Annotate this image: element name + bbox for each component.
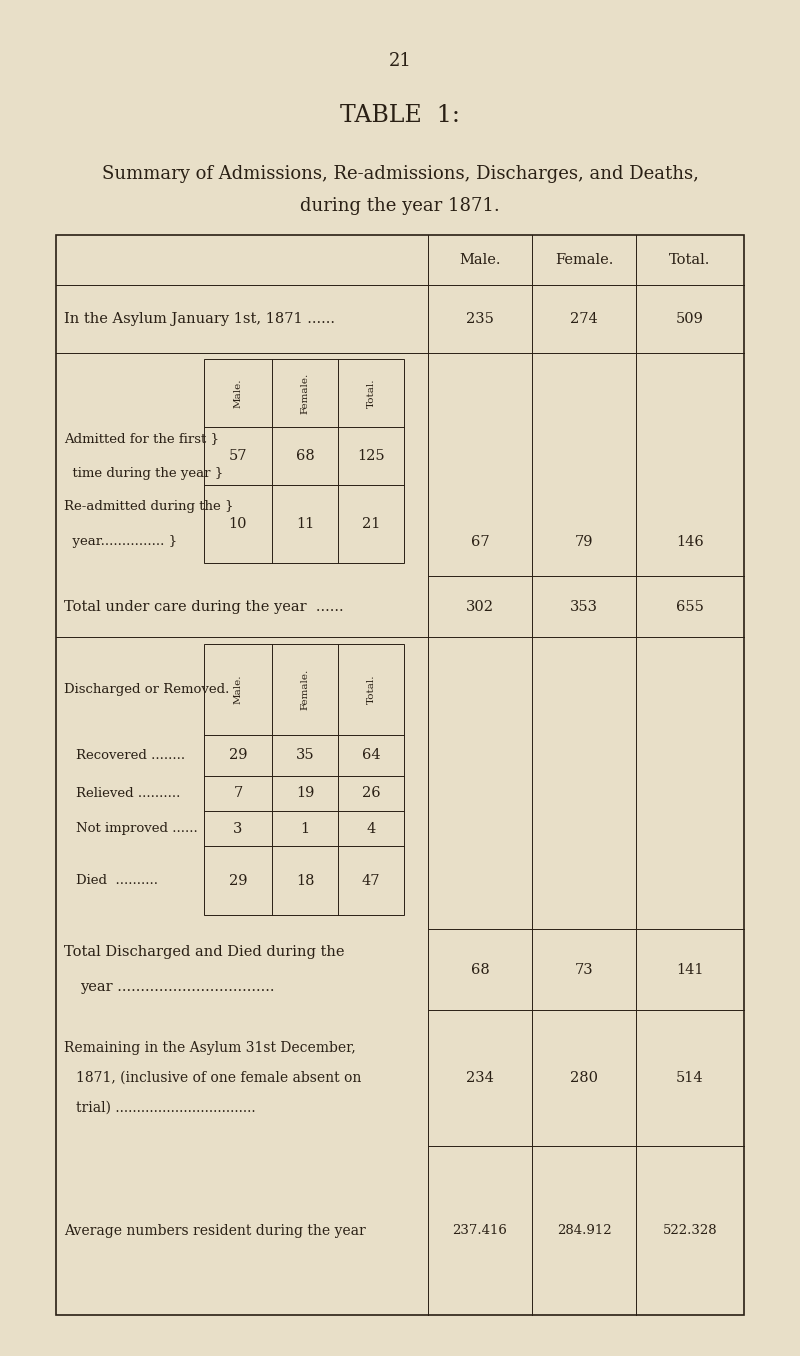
Text: during the year 1871.: during the year 1871.	[300, 197, 500, 216]
Bar	[56, 235, 744, 1315]
Text: 7: 7	[234, 786, 242, 800]
Text: 141: 141	[676, 963, 704, 976]
Text: 57: 57	[229, 449, 247, 464]
Text: TABLE  1:: TABLE 1:	[340, 104, 460, 126]
Text: 3: 3	[234, 822, 242, 835]
Text: Not improved ......: Not improved ......	[76, 822, 198, 835]
Text: 509: 509	[676, 312, 704, 325]
Text: 67: 67	[470, 536, 490, 549]
Text: Total Discharged and Died during the: Total Discharged and Died during the	[64, 945, 345, 959]
Text: 514: 514	[676, 1071, 704, 1085]
Text: Female.: Female.	[555, 252, 613, 267]
Text: 11: 11	[296, 517, 314, 532]
Text: Discharged or Removed.: Discharged or Removed.	[64, 683, 230, 696]
Text: Summary of Admissions, Re-admissions, Discharges, and Deaths,: Summary of Admissions, Re-admissions, Di…	[102, 164, 698, 183]
Text: Total.: Total.	[670, 252, 710, 267]
Bar	[204, 644, 404, 915]
Text: 655: 655	[676, 599, 704, 614]
Text: 10: 10	[229, 517, 247, 532]
Text: 29: 29	[229, 749, 247, 762]
Text: 68: 68	[296, 449, 314, 464]
Text: 280: 280	[570, 1071, 598, 1085]
Text: Male.: Male.	[234, 675, 242, 704]
Text: In the Asylum January 1st, 1871 ......: In the Asylum January 1st, 1871 ......	[64, 312, 335, 325]
Text: 47: 47	[362, 873, 381, 888]
Text: 1: 1	[301, 822, 310, 835]
Text: year............... }: year............... }	[64, 536, 177, 548]
Text: 146: 146	[676, 536, 704, 549]
Text: 21: 21	[362, 517, 380, 532]
Text: 64: 64	[362, 749, 381, 762]
Text: 26: 26	[362, 786, 381, 800]
Text: 302: 302	[466, 599, 494, 614]
Text: 234: 234	[466, 1071, 494, 1085]
Text: 35: 35	[296, 749, 314, 762]
Text: Relieved ..........: Relieved ..........	[76, 786, 180, 800]
Text: Male.: Male.	[459, 252, 501, 267]
Text: Remaining in the Asylum 31st December,: Remaining in the Asylum 31st December,	[64, 1041, 356, 1055]
Text: 353: 353	[570, 599, 598, 614]
Text: 68: 68	[470, 963, 490, 976]
Text: 274: 274	[570, 312, 598, 325]
Text: 79: 79	[574, 536, 594, 549]
Text: 1871, (inclusive of one female absent on: 1871, (inclusive of one female absent on	[76, 1071, 362, 1085]
Text: Total.: Total.	[366, 378, 376, 408]
Text: 237.416: 237.416	[453, 1224, 507, 1237]
Text: 73: 73	[574, 963, 594, 976]
Text: Total under care during the year  ......: Total under care during the year ......	[64, 599, 344, 614]
Text: 4: 4	[366, 822, 376, 835]
Text: Recovered ........: Recovered ........	[76, 749, 185, 762]
Text: 21: 21	[389, 52, 411, 71]
Text: 235: 235	[466, 312, 494, 325]
Text: 284.912: 284.912	[557, 1224, 611, 1237]
Text: 125: 125	[358, 449, 385, 464]
Text: Admitted for the first }: Admitted for the first }	[64, 433, 219, 445]
Text: 522.328: 522.328	[662, 1224, 718, 1237]
Text: Male.: Male.	[234, 378, 242, 408]
Text: trial) .................................: trial) .................................	[76, 1101, 256, 1115]
Text: 19: 19	[296, 786, 314, 800]
Bar	[204, 359, 404, 563]
Text: Average numbers resident during the year: Average numbers resident during the year	[64, 1223, 366, 1238]
Text: Female.: Female.	[301, 669, 310, 711]
Text: Female.: Female.	[301, 373, 310, 414]
Text: 18: 18	[296, 873, 314, 888]
Text: Re-admitted during the }: Re-admitted during the }	[64, 500, 234, 513]
Text: year ..................................: year ..................................	[80, 980, 274, 994]
Text: time during the year }: time during the year }	[64, 468, 223, 480]
Text: Died  ..........: Died ..........	[76, 875, 158, 887]
Text: 29: 29	[229, 873, 247, 888]
Text: Total.: Total.	[366, 675, 376, 704]
